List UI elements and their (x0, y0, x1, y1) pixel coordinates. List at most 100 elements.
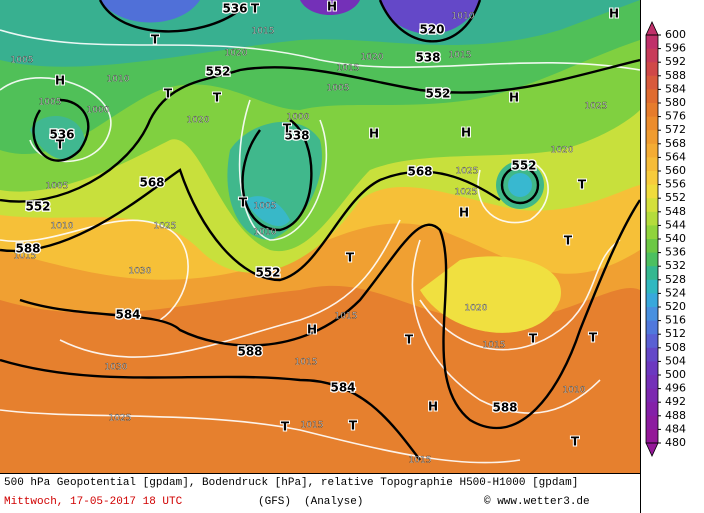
pressure-label: 1015 (483, 341, 506, 351)
pressure-label: 1025 (456, 167, 479, 177)
pressure-center-marker: T (529, 332, 538, 346)
colorbar-label: 516 (665, 314, 686, 327)
pressure-label: 1030 (105, 363, 128, 373)
colorbar-swatch (646, 62, 658, 77)
colorbar-swatch (646, 279, 658, 294)
pressure-center-marker: T (164, 87, 173, 101)
colorbar-label: 552 (665, 191, 686, 204)
pressure-label: 1015 (301, 421, 324, 431)
pressure-center-marker: T (56, 138, 65, 152)
colorbar-label: 540 (665, 232, 686, 245)
colorbar-swatch (646, 157, 658, 172)
pressure-label: 1020 (551, 146, 574, 156)
colorbar-label: 568 (665, 137, 686, 150)
colorbar-label: 496 (665, 382, 686, 395)
geopotential-label: 538 (284, 129, 309, 143)
pressure-center-marker: H (461, 126, 471, 140)
pressure-label: 1005 (39, 98, 62, 108)
pressure-center-marker: H (369, 127, 379, 141)
pressure-label: 1015 (335, 312, 358, 322)
footer-date: Mittwoch, 17-05-2017 18 UTC (4, 496, 183, 508)
pressure-label: 1015 (252, 27, 275, 37)
pressure-label: 1010 (563, 386, 586, 396)
colorbar-swatch (646, 184, 658, 199)
colorbar-swatch (646, 307, 658, 322)
geopotential-label: 588 (492, 401, 517, 415)
pressure-center-marker: T (589, 331, 598, 345)
colorbar-swatch (646, 211, 658, 226)
pressure-label: 1025 (455, 188, 478, 198)
pressure-label: 1020 (225, 49, 248, 59)
colorbar-swatch (646, 252, 658, 267)
colorbar-swatch (646, 103, 658, 118)
colorbar-swatch (646, 415, 658, 430)
pressure-label: 1010 (107, 75, 130, 85)
pressure-label: 1000 (87, 106, 110, 116)
pressure-label: 1005 (254, 202, 277, 212)
geopotential-label: 568 (407, 165, 432, 179)
colorbar-label: 592 (665, 55, 686, 68)
footer-model: (GFS) (258, 496, 291, 508)
colorbar-swatch (646, 402, 658, 417)
map-labels: 1015 1020 1010 1020 1005 1015 1020 1010 1015 1005… (10, 0, 620, 466)
footer-run: (Analyse) (304, 496, 363, 508)
colorbar-label: 484 (665, 422, 686, 435)
geopotential-label: 552 (205, 65, 230, 79)
colorbar-label: 512 (665, 327, 686, 340)
pressure-label: 1025 (154, 222, 177, 232)
pressure-center-marker: T (346, 251, 355, 265)
colorbar-label: 504 (665, 354, 686, 367)
geopotential-label: 568 (139, 176, 164, 190)
colorbar-label: 580 (665, 96, 686, 109)
colorbar-bottom-arrow (645, 442, 659, 457)
colorbar-label: 572 (665, 123, 686, 136)
colorbar-label: 532 (665, 259, 686, 272)
geopotential-label: 584 (115, 308, 140, 322)
colorbar-swatch (646, 361, 658, 376)
pressure-center-marker: T (251, 2, 260, 16)
colorbar-swatch (646, 239, 658, 254)
pressure-label: 1020 (187, 116, 210, 126)
pressure-center-marker: T (405, 333, 414, 347)
colorbar-label: 596 (665, 42, 686, 55)
geopotential-label: 588 (15, 242, 40, 256)
colorbar-top-arrow (645, 21, 659, 36)
geopotential-label: 552 (25, 200, 50, 214)
colorbar-label: 500 (665, 368, 686, 381)
colorbar-label: 524 (665, 286, 686, 299)
geopotential-label: 536 (222, 2, 247, 16)
colorbar-swatch (646, 388, 658, 403)
pressure-label: 1000 (287, 113, 310, 123)
pressure-label: 1005 (46, 182, 69, 192)
pressure-center-marker: H (459, 206, 469, 220)
geopotential-label: 520 (419, 23, 444, 37)
colorbar-swatch (646, 89, 658, 104)
colorbar-swatch (646, 293, 658, 308)
colorbar-label: 536 (665, 246, 686, 259)
geopotential-label: 552 (511, 159, 536, 173)
colorbar-label: 528 (665, 273, 686, 286)
pressure-label: 1005 (327, 84, 350, 94)
colorbar-swatch (646, 334, 658, 349)
pressure-center-marker: T (239, 196, 248, 210)
colorbar-label: 560 (665, 164, 686, 177)
colorbar-swatch (646, 75, 658, 90)
colorbar-swatch (646, 266, 658, 281)
colorbar-swatch (646, 375, 658, 390)
colorbar-label: 576 (665, 110, 686, 123)
pressure-label: 1020 (465, 304, 488, 314)
geopotential-label: 552 (255, 266, 280, 280)
colorbar-label: 584 (665, 82, 686, 95)
colorbar-label: 564 (665, 150, 686, 163)
pressure-label: 1030 (129, 267, 152, 277)
pressure-label: 1015 (295, 358, 318, 368)
geopotential-label: 552 (425, 87, 450, 101)
pressure-label: 1015 (449, 51, 472, 61)
colorbar-swatch (646, 35, 658, 50)
colorbar: 6005965925885845805765725685645605565525… (645, 21, 686, 457)
pressure-center-marker: H (509, 91, 519, 105)
colorbar-swatch (646, 130, 658, 145)
colorbar-label: 480 (665, 436, 686, 449)
pressure-center-marker: H (609, 7, 619, 21)
